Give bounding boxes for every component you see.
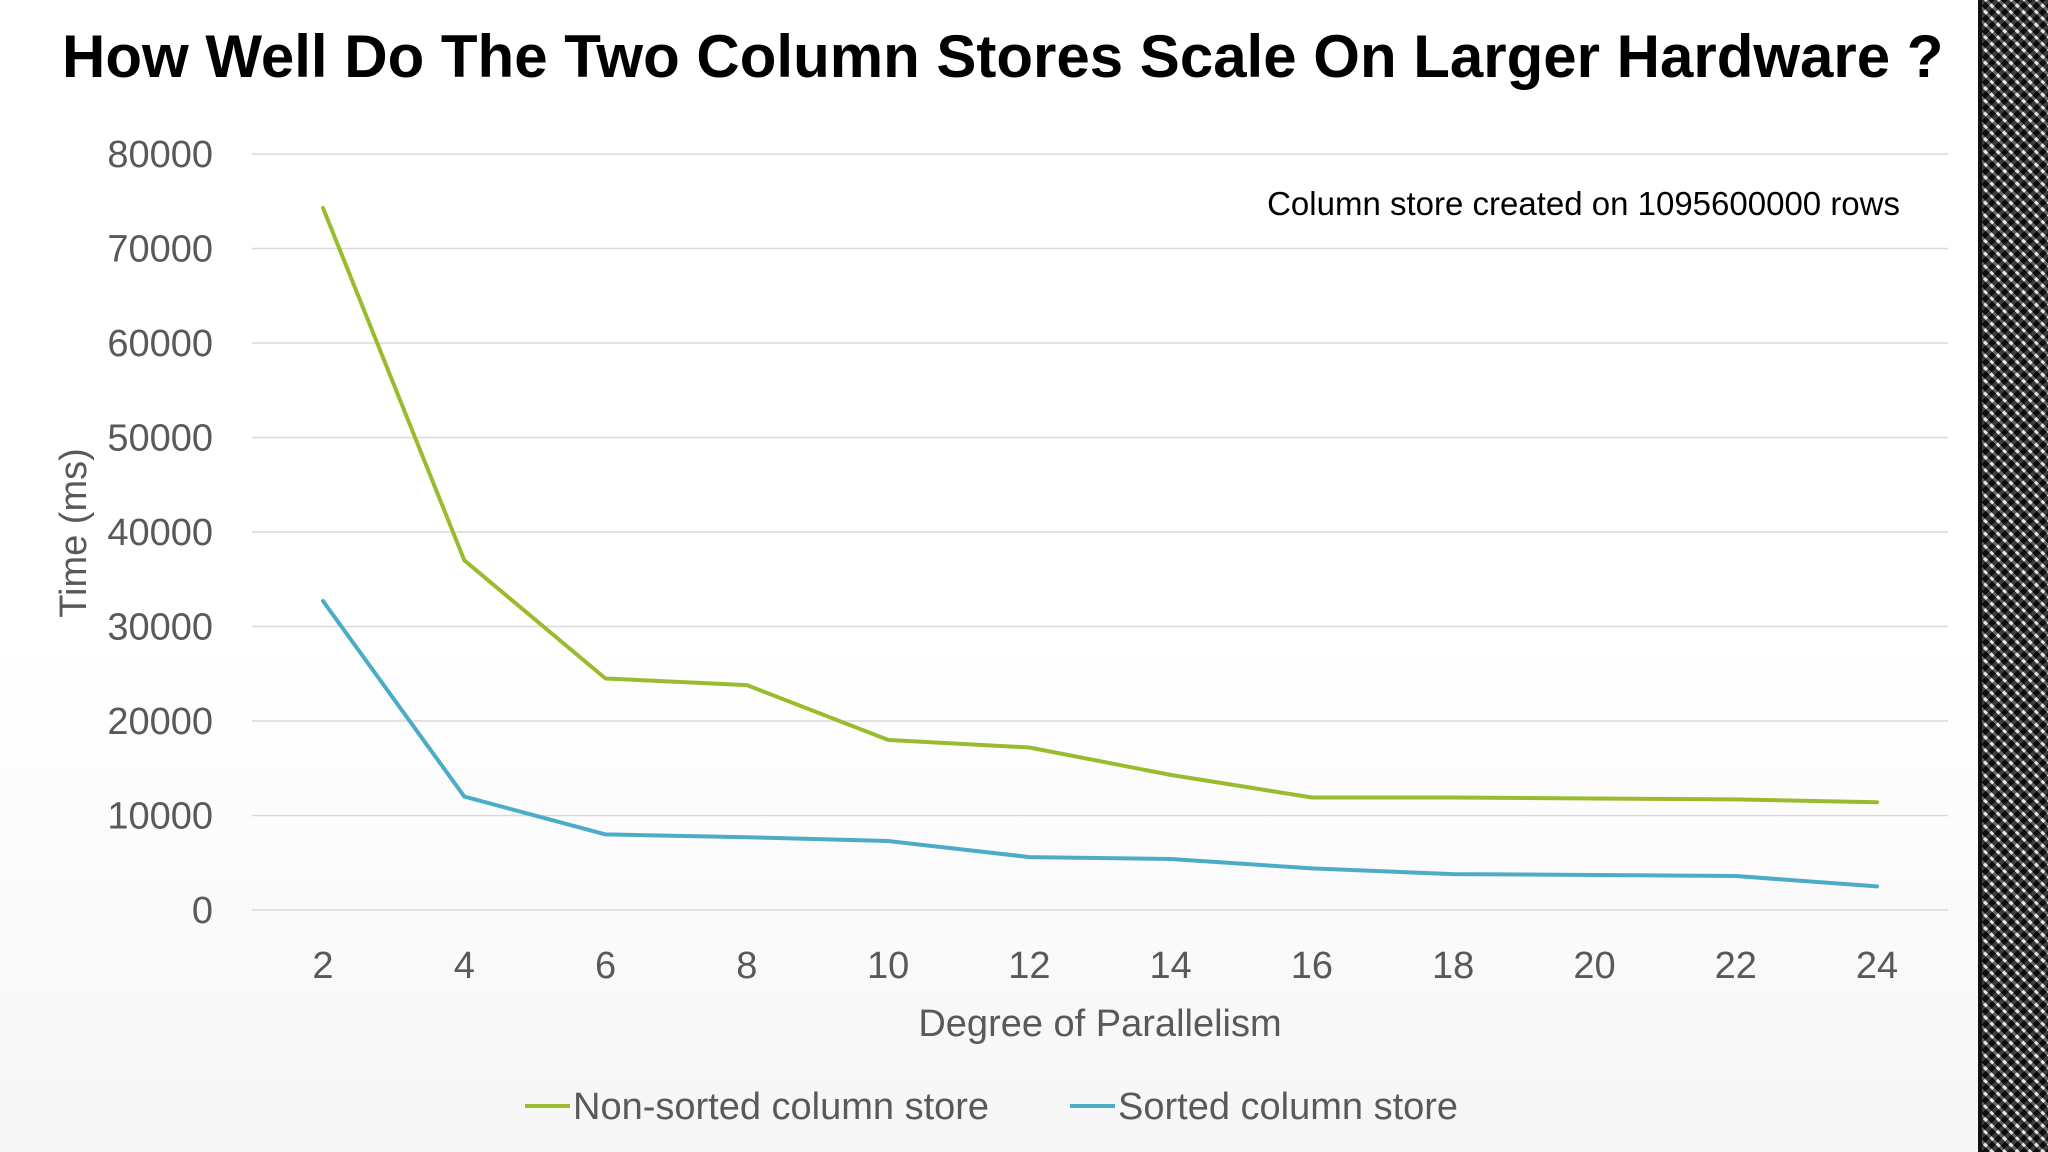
x-tick-label: 2 [312, 945, 333, 987]
decorative-side-pattern [1978, 0, 2048, 1152]
series-line-non-sorted [321, 205, 1879, 805]
x-tick-label: 4 [454, 945, 475, 987]
x-tick-label: 22 [1715, 945, 1757, 987]
slide-title: How Well Do The Two Column Stores Scale … [62, 23, 1944, 90]
x-axis-title: Degree of Parallelism [918, 1003, 1281, 1045]
y-tick-label: 70000 [107, 229, 213, 271]
y-tick-label: 50000 [107, 418, 213, 460]
legend-label-sorted: Sorted column store [1118, 1086, 1458, 1128]
y-tick-label: 40000 [107, 512, 213, 554]
x-tick-label: 18 [1432, 945, 1474, 987]
x-axis-ticks: 2 4 6 8 10 12 14 16 18 20 22 24 [312, 945, 1898, 987]
y-tick-label: 80000 [107, 134, 213, 176]
y-tick-label: 10000 [107, 796, 213, 838]
x-tick-label: 10 [867, 945, 909, 987]
x-tick-label: 16 [1291, 945, 1333, 987]
chart: 0 10000 20000 30000 40000 50000 60000 70000 8000… [53, 134, 1948, 1128]
y-tick-label: 30000 [107, 607, 213, 649]
series-lines [321, 205, 1879, 889]
gridlines [252, 153, 1948, 911]
x-tick-label: 14 [1149, 945, 1191, 987]
legend-label-non-sorted: Non-sorted column store [573, 1086, 989, 1128]
y-tick-label: 20000 [107, 701, 213, 743]
y-tick-label: 0 [192, 890, 213, 932]
y-tick-label: 60000 [107, 323, 213, 365]
x-tick-label: 24 [1856, 945, 1898, 987]
legend: Non-sorted column store Sorted column st… [525, 1086, 1458, 1128]
y-axis-title: Time (ms) [53, 448, 95, 618]
x-tick-label: 6 [595, 945, 616, 987]
x-tick-label: 12 [1008, 945, 1050, 987]
series-line-sorted [321, 599, 1879, 889]
x-tick-label: 8 [736, 945, 757, 987]
decorative-side-pattern-overlay [1982, 0, 2048, 1152]
x-tick-label: 20 [1573, 945, 1615, 987]
y-axis-ticks: 0 10000 20000 30000 40000 50000 60000 70000 8000… [107, 134, 213, 932]
chart-annotation: Column store created on 1095600000 rows [1267, 185, 1900, 222]
